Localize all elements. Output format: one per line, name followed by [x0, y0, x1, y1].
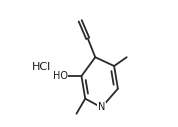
- Text: HCl: HCl: [32, 62, 51, 72]
- Text: N: N: [98, 102, 105, 113]
- Text: HO: HO: [53, 71, 68, 81]
